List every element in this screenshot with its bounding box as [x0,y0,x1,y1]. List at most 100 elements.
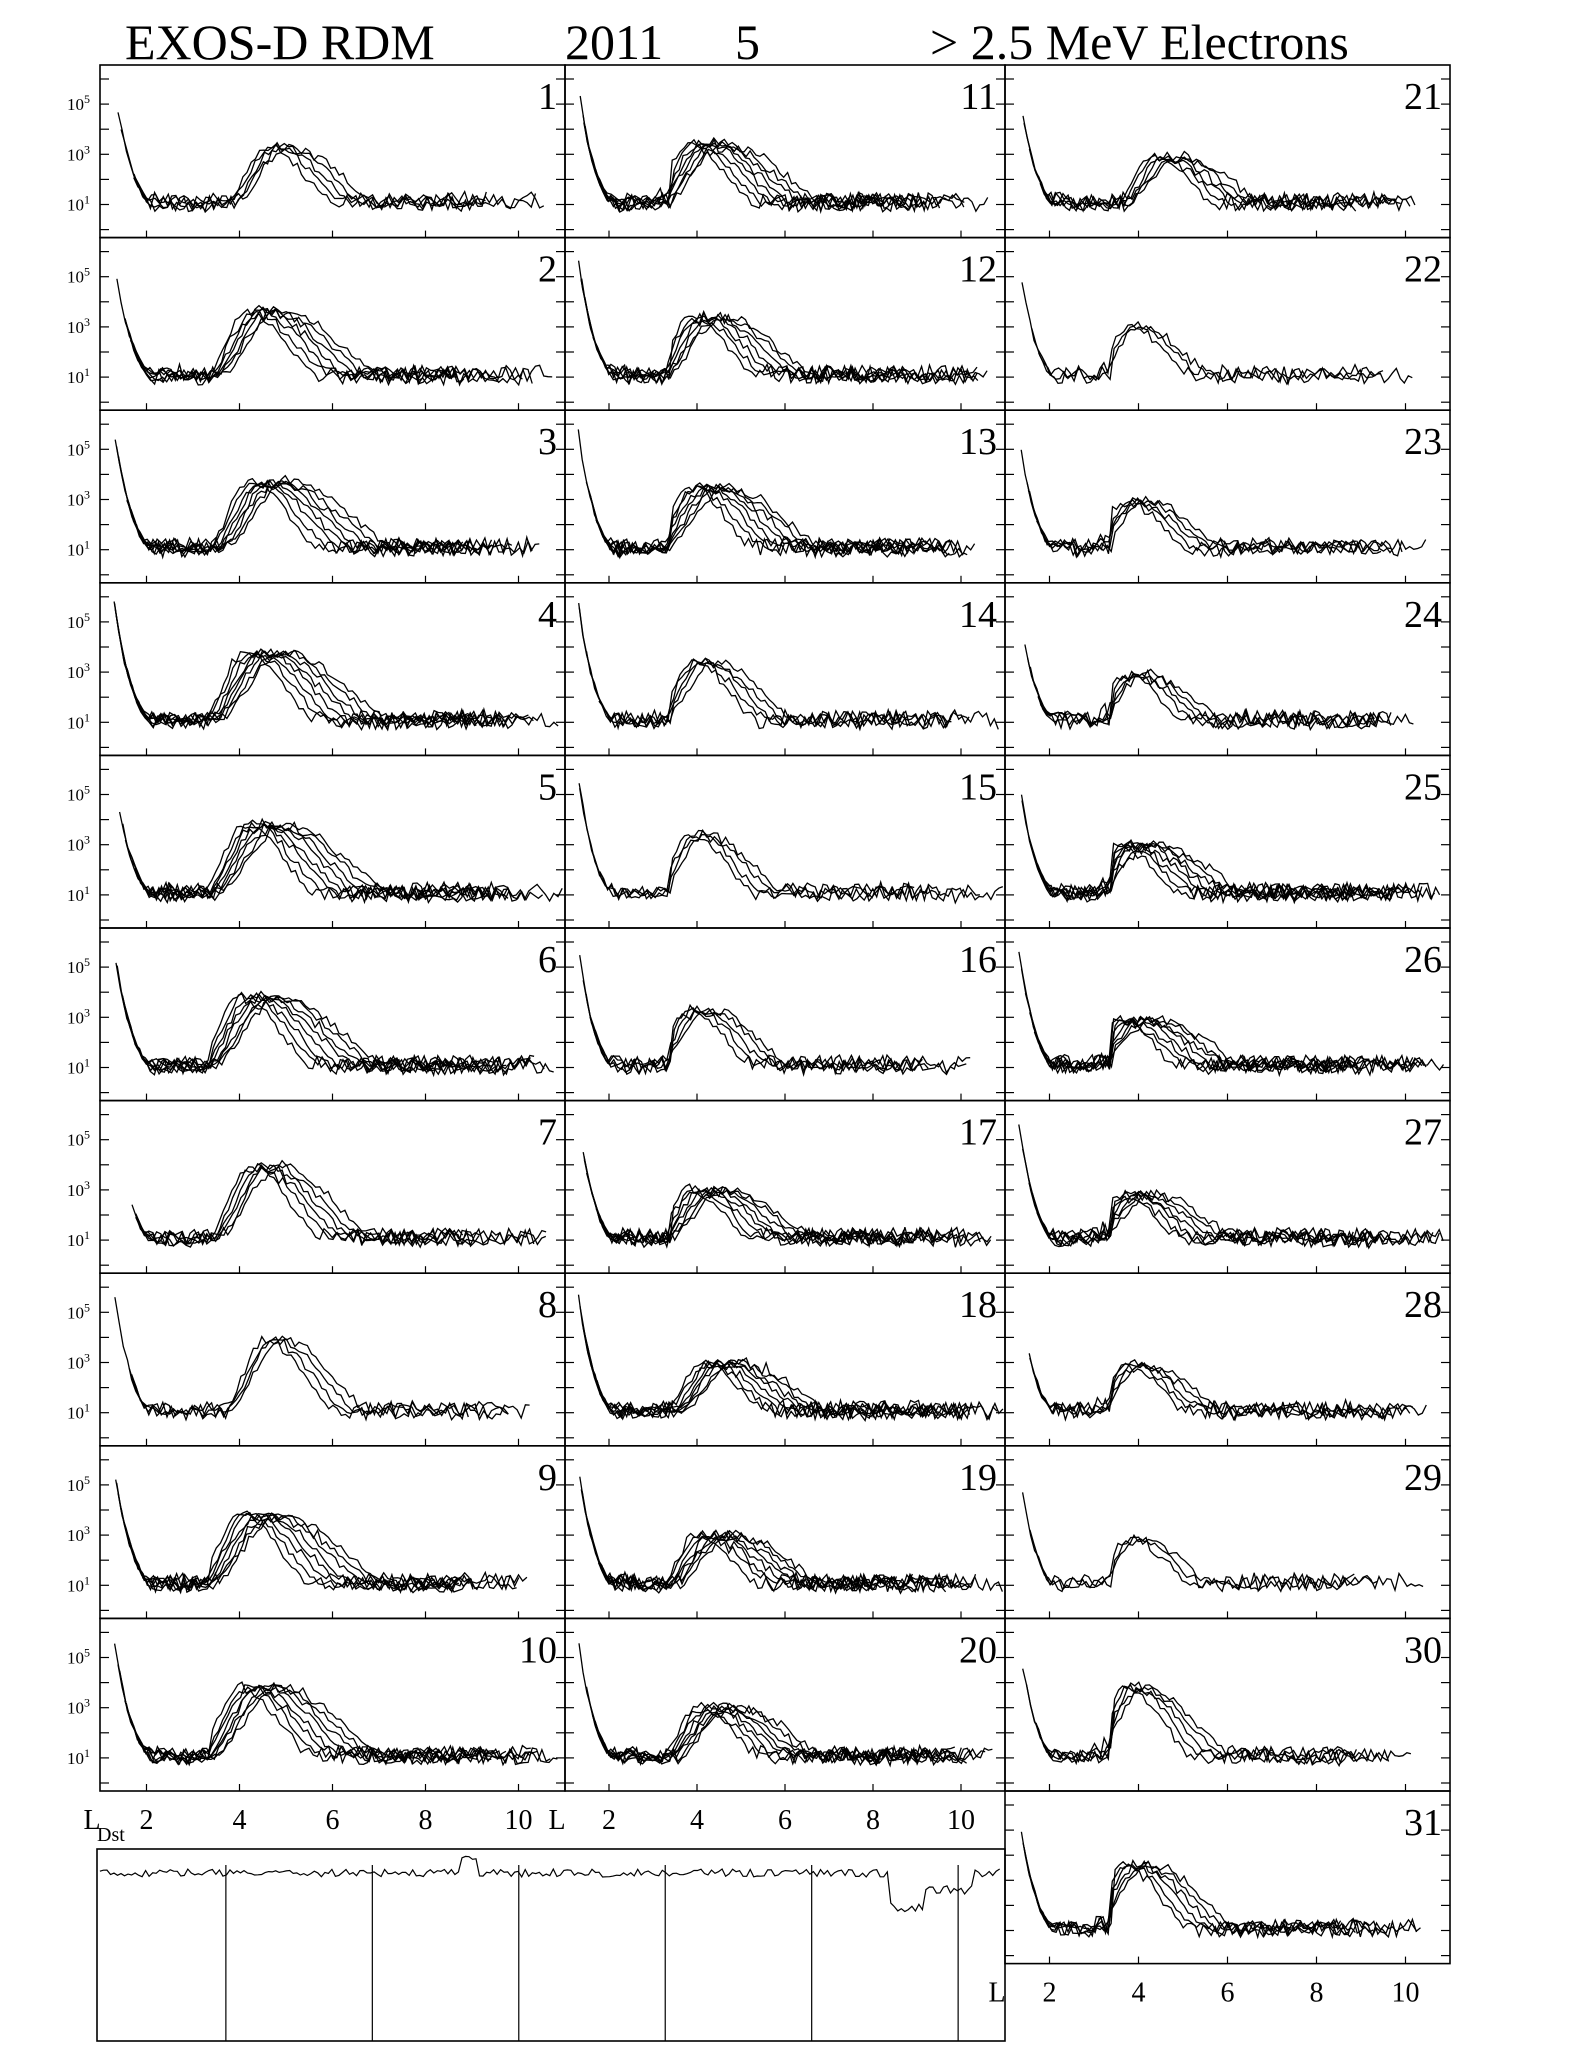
x-axis-label: L [988,1978,1005,2009]
flux-curve [113,1643,492,1765]
day-panel-14: 14 [564,581,1006,757]
panel-frame [99,1445,566,1620]
panel-frame [564,1099,1006,1274]
day-number: 17 [959,1112,997,1154]
day-panel-27: 27 [1004,1099,1451,1274]
y-tick-label: 103 [67,1178,90,1200]
flux-curve [579,95,965,214]
y-tick-label: 103 [67,488,90,510]
panel-frame [564,581,1006,757]
day-panel-4: 101 103 105 4 [67,581,566,757]
flux-curve [579,1476,913,1595]
x-tick-label: 2 [1043,1978,1057,2009]
flux-curve [1024,993,1423,1077]
day-number: 21 [1404,76,1442,118]
panel-frame [99,236,566,412]
flux-curve [116,278,553,387]
y-tick-label: 105 [67,610,90,632]
day-number: 19 [959,1457,997,1499]
day-panel-18: 18 [564,1272,1006,1447]
y-tick-label: 101 [67,1746,90,1768]
flux-curve [582,1151,992,1248]
day-panel-25: 25 [1004,754,1451,929]
y-tick-label: 101 [67,710,90,732]
flux-curve [124,304,448,386]
y-tick-label: 105 [67,1473,90,1495]
panel-frame [564,236,1006,412]
day-panel-7: 101 103 105 7 [67,1099,566,1274]
y-tick-label: 101 [67,538,90,560]
panel-frame [1004,409,1451,584]
flux-curve [119,1670,531,1766]
flux-curve [594,1529,972,1593]
flux-curve [129,1512,462,1595]
panel-frame [564,754,1006,929]
x-tick-label: 6 [778,1805,792,1836]
day-number: 2 [538,249,557,291]
flux-curve [130,478,513,557]
energy-label: > 2.5 MeV Electrons [930,14,1349,70]
day-number: 26 [1404,939,1442,981]
flux-curve [1037,673,1375,732]
day-number: 5 [538,766,557,808]
flux-curve [585,304,979,385]
flux-curve [1021,282,1375,385]
day-number: 29 [1404,1457,1442,1499]
flux-curve [578,783,1004,905]
day-number: 31 [1404,1802,1442,1844]
panel-frame [99,1099,566,1274]
flux-curve [124,306,465,387]
day-number: 20 [959,1629,997,1671]
flux-curve [1033,1359,1392,1422]
flux-curve [131,1164,535,1248]
day-panel-11: 11 [564,64,1006,239]
flux-curve [121,994,496,1076]
day-panel-21: 21 [1004,64,1451,239]
flux-curve [1021,1492,1424,1593]
dst-label: Dst [97,1824,125,1846]
x-tick-label: 8 [419,1805,433,1836]
day-number: 25 [1404,766,1442,808]
day-panel-12: 12 [564,236,1006,412]
panel-frame [564,927,1006,1102]
x-tick-label: 2 [602,1805,616,1836]
flux-curve [129,1510,474,1593]
y-tick-label: 105 [67,1300,90,1322]
flux-curve [134,822,509,903]
panel-frame [1004,1272,1451,1447]
day-panel-28: 28 [1004,1272,1451,1447]
flux-curve [128,1336,469,1422]
flux-curve [1031,1863,1342,1939]
day-number: 8 [538,1284,557,1326]
day-number: 13 [959,421,997,463]
flux-curve [124,821,491,905]
x-tick-label: 10 [947,1805,975,1836]
x-tick-label: 6 [326,1805,340,1836]
day-panel-30: 30 [1004,1617,1451,1792]
flux-curve [1039,150,1397,213]
x-tick-label: 10 [1392,1978,1420,2009]
y-tick-label: 105 [67,1646,90,1668]
flux-curve [1021,800,1436,905]
panel-frame [99,754,566,929]
flux-curve [1022,115,1352,213]
day-number: 30 [1404,1629,1442,1671]
day-number: 14 [959,594,997,636]
flux-curve [125,649,517,730]
panel-frame [1004,754,1451,929]
panel-frame [564,1617,1006,1792]
day-panel-29: 29 [1004,1445,1451,1620]
flux-curve [1031,1188,1434,1250]
y-tick-label: 101 [67,1573,90,1595]
day-panel-17: 17 [564,1099,1006,1274]
day-panel-6: 101 103 105 6 [67,927,566,1102]
y-tick-label: 103 [67,1351,90,1373]
flux-curve [585,993,967,1076]
panel-frame [1004,1790,1451,1965]
flux-curve [1035,1538,1378,1593]
flux-curve [1039,1362,1413,1422]
panel-frame [99,409,566,584]
flux-curve [1033,668,1392,730]
flux-curve [1034,841,1441,904]
flux-curve [591,1702,993,1766]
